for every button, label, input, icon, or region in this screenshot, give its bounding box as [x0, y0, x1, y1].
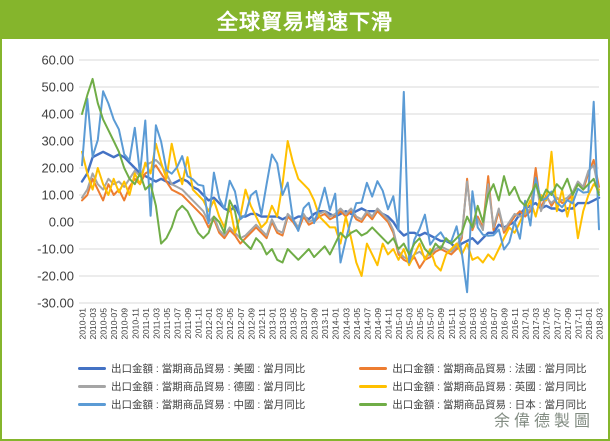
- legend-swatch: [78, 403, 106, 406]
- chart-title-banner: 全球貿易增速下滑: [2, 2, 608, 39]
- svg-text:2013-07: 2013-07: [299, 308, 309, 340]
- chart-title: 全球貿易增速下滑: [217, 10, 393, 34]
- legend-label: 出口金額 : 當期商品貿易 : 英國 : 當月同比: [392, 381, 587, 393]
- svg-text:2016-11: 2016-11: [510, 308, 520, 339]
- svg-text:0.00: 0.00: [49, 215, 74, 230]
- legend-label: 出口金額 : 當期商品貿易 : 日本 : 當月同比: [392, 399, 587, 411]
- svg-text:2013-11: 2013-11: [320, 308, 330, 339]
- svg-text:2017-03: 2017-03: [531, 308, 541, 340]
- svg-text:60.00: 60.00: [41, 53, 74, 68]
- svg-text:2011-05: 2011-05: [162, 308, 172, 339]
- legend-label: 出口金額 : 當期商品貿易 : 中國 : 當月同比: [111, 399, 306, 411]
- legend-swatch: [359, 367, 388, 370]
- svg-text:2015-07: 2015-07: [426, 308, 436, 340]
- watermark: 余偉德製圖: [493, 411, 594, 430]
- svg-text:2010-11: 2010-11: [130, 308, 140, 339]
- svg-text:2018-03: 2018-03: [595, 308, 605, 340]
- legend-item: 出口金額 : 當期商品貿易 : 美國 : 當月同比: [78, 361, 305, 376]
- svg-text:-30.00: -30.00: [37, 296, 74, 311]
- svg-text:2011-11: 2011-11: [194, 308, 204, 338]
- legend-column-2: 出口金額 : 當期商品貿易 : 法國 : 當月同比 出口金額 : 當期商品貿易 :…: [359, 361, 587, 412]
- legend-item: 出口金額 : 當期商品貿易 : 日本 : 當月同比: [359, 397, 587, 412]
- svg-text:2013-03: 2013-03: [278, 308, 288, 340]
- svg-text:2012-01: 2012-01: [204, 308, 214, 340]
- legend-item: 出口金額 : 當期商品貿易 : 中國 : 當月同比: [78, 397, 305, 412]
- svg-text:2012-05: 2012-05: [225, 308, 235, 340]
- svg-text:2016-01: 2016-01: [457, 308, 467, 340]
- svg-text:2017-11: 2017-11: [573, 308, 583, 339]
- svg-text:2014-09: 2014-09: [373, 308, 383, 340]
- svg-text:2015-05: 2015-05: [415, 308, 425, 340]
- svg-text:2015-09: 2015-09: [436, 308, 446, 340]
- svg-text:2013-09: 2013-09: [310, 308, 320, 340]
- legend-swatch: [359, 385, 388, 388]
- svg-text:2017-01: 2017-01: [521, 308, 531, 340]
- svg-text:2017-05: 2017-05: [542, 308, 552, 340]
- legend-item: 出口金額 : 當期商品貿易 : 法國 : 當月同比: [359, 361, 587, 376]
- legend-swatch: [359, 403, 388, 406]
- svg-text:2014-03: 2014-03: [341, 308, 351, 340]
- svg-text:2014-07: 2014-07: [362, 308, 372, 340]
- svg-text:2016-07: 2016-07: [489, 308, 499, 340]
- svg-text:2015-11: 2015-11: [447, 308, 457, 339]
- y-axis-labels: 60.00 50.00 40.00 30.00 20.00 10.00 0.00 -10.00…: [37, 53, 74, 311]
- svg-text:2011-09: 2011-09: [183, 308, 193, 339]
- legend-swatch: [78, 385, 106, 388]
- svg-text:2016-05: 2016-05: [478, 308, 488, 340]
- legend-column-1: 出口金額 : 當期商品貿易 : 美國 : 當月同比 出口金額 : 當期商品貿易 :…: [78, 361, 305, 412]
- legend-label: 出口金額 : 當期商品貿易 : 美國 : 當月同比: [111, 363, 306, 375]
- chart-legend: 出口金額 : 當期商品貿易 : 美國 : 當月同比 出口金額 : 當期商品貿易 :…: [78, 361, 587, 412]
- svg-text:2010-09: 2010-09: [120, 308, 130, 340]
- svg-text:2016-03: 2016-03: [468, 308, 478, 340]
- svg-text:2016-09: 2016-09: [500, 308, 510, 340]
- svg-text:2014-11: 2014-11: [384, 308, 394, 339]
- gridlines: [79, 59, 599, 304]
- svg-text:2014-01: 2014-01: [331, 308, 341, 340]
- svg-text:2017-09: 2017-09: [563, 308, 573, 340]
- svg-text:2012-11: 2012-11: [257, 308, 267, 339]
- svg-text:2010-03: 2010-03: [88, 308, 98, 340]
- svg-text:2017-07: 2017-07: [552, 308, 562, 340]
- svg-text:30.00: 30.00: [41, 134, 74, 149]
- x-axis-labels: 2010-01 2010-03 2010-05 2010-07 2010-09 2010-…: [78, 308, 605, 340]
- legend-item: 出口金額 : 當期商品貿易 : 英國 : 當月同比: [359, 379, 587, 394]
- legend-label: 出口金額 : 當期商品貿易 : 德國 : 當月同比: [111, 381, 306, 393]
- legend-item: 出口金額 : 當期商品貿易 : 德國 : 當月同比: [78, 379, 305, 394]
- svg-text:-10.00: -10.00: [37, 242, 74, 257]
- svg-text:2018-01: 2018-01: [584, 308, 594, 340]
- legend-label: 出口金額 : 當期商品貿易 : 法國 : 當月同比: [392, 363, 587, 375]
- svg-text:-20.00: -20.00: [37, 269, 74, 284]
- svg-text:2010-05: 2010-05: [99, 308, 109, 340]
- svg-text:2011-03: 2011-03: [151, 308, 161, 339]
- svg-text:2015-03: 2015-03: [405, 308, 415, 340]
- svg-text:2015-01: 2015-01: [394, 308, 404, 340]
- svg-text:2013-01: 2013-01: [267, 308, 277, 340]
- svg-text:2011-07: 2011-07: [173, 308, 183, 339]
- svg-text:2012-03: 2012-03: [215, 308, 225, 340]
- svg-text:2012-07: 2012-07: [236, 308, 246, 340]
- svg-text:50.00: 50.00: [41, 80, 74, 95]
- svg-text:2012-09: 2012-09: [246, 308, 256, 340]
- series-lines: [80, 77, 601, 294]
- svg-text:2011-01: 2011-01: [141, 308, 151, 339]
- svg-text:20.00: 20.00: [41, 161, 74, 176]
- svg-text:2010-07: 2010-07: [109, 308, 119, 340]
- svg-text:40.00: 40.00: [41, 107, 74, 122]
- svg-text:10.00: 10.00: [41, 188, 74, 203]
- legend-swatch: [78, 367, 106, 370]
- svg-text:2013-05: 2013-05: [289, 308, 299, 340]
- svg-text:2014-05: 2014-05: [352, 308, 362, 340]
- svg-text:2010-01: 2010-01: [78, 308, 88, 340]
